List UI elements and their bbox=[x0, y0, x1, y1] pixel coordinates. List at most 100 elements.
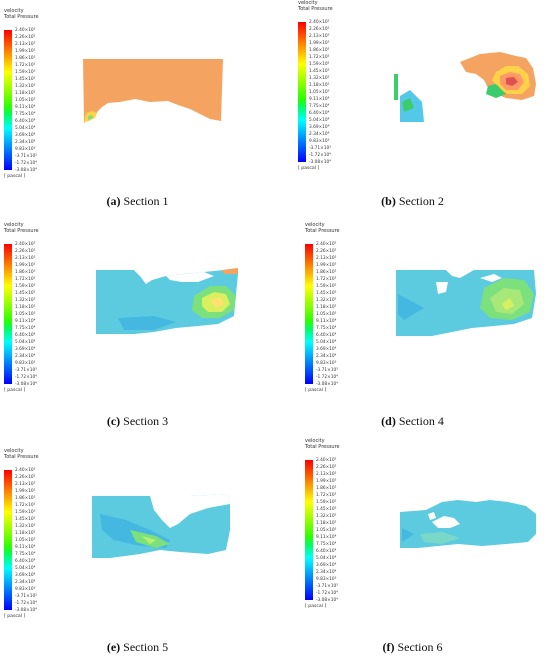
legend-color-segment bbox=[4, 163, 12, 170]
legend-tick-label: 2.40×10⁵ bbox=[15, 241, 36, 247]
legend-color-segment bbox=[4, 100, 12, 107]
legend-tick-label: 1.05×10⁵ bbox=[15, 97, 36, 103]
legend-tick-label: -3.71×10³ bbox=[15, 367, 37, 373]
legend-color-segment bbox=[4, 272, 12, 279]
caption-section-4: (d) Section 4 bbox=[275, 414, 550, 429]
legend-unit: [ pascal ] bbox=[4, 388, 26, 393]
pressure-contour-section-1 bbox=[83, 59, 223, 123]
legend-tick-label: 3.69×10⁴ bbox=[316, 562, 337, 568]
legend-tick-label: 3.69×10⁴ bbox=[15, 132, 36, 138]
legend-color-segment bbox=[305, 307, 313, 314]
legend-color-segment bbox=[298, 50, 306, 57]
legend-color-segment bbox=[298, 43, 306, 50]
legend-color-segment bbox=[4, 142, 12, 149]
legend-tick-label: 7.75×10⁴ bbox=[309, 103, 330, 109]
legend-color-segment bbox=[4, 519, 12, 526]
legend-tick-label: 1.72×10⁵ bbox=[316, 492, 337, 498]
legend-tick-label: 1.86×10⁵ bbox=[15, 55, 36, 61]
legend-tick-label: 1.59×10⁵ bbox=[316, 499, 337, 505]
caption-section-5: (e) Section 5 bbox=[0, 640, 275, 655]
legend-tick-label: 1.45×10⁵ bbox=[316, 290, 337, 296]
legend-color-segment bbox=[4, 540, 12, 547]
legend-tick-label: 2.34×10⁴ bbox=[316, 569, 337, 575]
legend-color-segment bbox=[305, 286, 313, 293]
legend-color-segment bbox=[305, 551, 313, 558]
legend-tick-label: 1.45×10⁵ bbox=[309, 68, 330, 74]
legend-color-segment bbox=[4, 477, 12, 484]
legend-color-segment bbox=[305, 565, 313, 572]
legend-color-segment bbox=[4, 251, 12, 258]
legend-color-segment bbox=[305, 537, 313, 544]
legend-tick-label: 1.32×10⁵ bbox=[309, 75, 330, 81]
legend-tick-label: 2.34×10⁴ bbox=[316, 353, 337, 359]
legend-variable-title: velocity bbox=[305, 438, 325, 444]
legend-variable-title: velocity bbox=[4, 8, 24, 14]
legend-tick-label: 2.13×10⁵ bbox=[316, 255, 337, 261]
legend-color-bar bbox=[298, 22, 306, 162]
legend-color-segment bbox=[4, 470, 12, 477]
legend-tick-label: 1.45×10⁵ bbox=[15, 290, 36, 296]
legend-color-segment bbox=[298, 29, 306, 36]
legend-color-segment bbox=[4, 307, 12, 314]
caption-section-3: (c) Section 3 bbox=[0, 414, 275, 429]
legend-quantity-title: Total Pressure bbox=[4, 454, 39, 460]
legend-tick-label: -3.08×10⁴ bbox=[15, 607, 37, 613]
legend-color-segment bbox=[298, 113, 306, 120]
legend-color-segment bbox=[4, 149, 12, 156]
legend-tick-label: -1.72×10⁴ bbox=[316, 590, 338, 596]
legend-color-segment bbox=[4, 603, 12, 610]
legend-color-segment bbox=[305, 530, 313, 537]
legend-color-segment bbox=[305, 593, 313, 600]
legend-tick-label: -3.71×10³ bbox=[15, 593, 37, 599]
legend-tick-label: -1.72×10⁴ bbox=[15, 160, 37, 166]
legend-tick-label: 2.13×10⁵ bbox=[309, 33, 330, 39]
legend-color-segment bbox=[4, 244, 12, 251]
legend-tick-label: -1.72×10⁴ bbox=[309, 152, 331, 158]
legend-tick-label: 1.05×10⁵ bbox=[15, 537, 36, 543]
legend-tick-label: -3.08×10⁴ bbox=[15, 167, 37, 173]
legend-tick-label: 1.99×10⁵ bbox=[15, 262, 36, 268]
legend-color-segment bbox=[4, 314, 12, 321]
legend-color-bar bbox=[4, 244, 12, 384]
legend-color-segment bbox=[4, 498, 12, 505]
legend-color-segment bbox=[4, 547, 12, 554]
legend-tick-label: 3.69×10⁴ bbox=[309, 124, 330, 130]
legend-color-segment bbox=[4, 512, 12, 519]
legend-tick-label: 1.18×10⁵ bbox=[15, 304, 36, 310]
legend-color-segment bbox=[305, 488, 313, 495]
legend-tick-label: 1.99×10⁵ bbox=[316, 262, 337, 268]
legend-tick-label: 1.32×10⁵ bbox=[15, 297, 36, 303]
legend-tick-label: 9.11×10⁴ bbox=[309, 96, 330, 102]
legend-tick-label: -1.72×10⁴ bbox=[15, 600, 37, 606]
legend-color-segment bbox=[305, 460, 313, 467]
legend-tick-label: -3.08×10⁴ bbox=[316, 597, 338, 603]
legend-tick-label: 1.18×10⁵ bbox=[316, 520, 337, 526]
legend-color-segment bbox=[305, 502, 313, 509]
legend-color-segment bbox=[305, 509, 313, 516]
legend-color-segment bbox=[305, 558, 313, 565]
legend-color-segment bbox=[298, 57, 306, 64]
legend-quantity-title: Total Pressure bbox=[4, 228, 39, 234]
caption-text: Section 2 bbox=[398, 194, 444, 208]
legend-tick-label: 9.83×10³ bbox=[316, 360, 337, 366]
legend-tick-label: 1.45×10⁵ bbox=[15, 76, 36, 82]
legend-color-segment bbox=[4, 65, 12, 72]
legend-tick-label: 7.75×10⁴ bbox=[15, 111, 36, 117]
legend-tick-label: 2.26×10⁵ bbox=[309, 26, 330, 32]
legend-tick-label: 1.18×10⁵ bbox=[309, 82, 330, 88]
legend-color-segment bbox=[305, 363, 313, 370]
legend-color-segment bbox=[305, 377, 313, 384]
legend-color-segment bbox=[305, 251, 313, 258]
legend-tick-label: 1.05×10⁵ bbox=[309, 89, 330, 95]
legend-unit: [ pascal ] bbox=[305, 604, 327, 609]
legend-unit: [ pascal ] bbox=[4, 174, 26, 179]
legend-tick-label: 1.99×10⁵ bbox=[316, 478, 337, 484]
legend-color-segment bbox=[305, 279, 313, 286]
legend-tick-label: -3.71×10³ bbox=[15, 153, 37, 159]
legend-tick-label: 1.72×10⁵ bbox=[15, 502, 36, 508]
legend-color-segment bbox=[4, 114, 12, 121]
legend-color-segment bbox=[305, 370, 313, 377]
legend-tick-label: 1.59×10⁵ bbox=[309, 61, 330, 67]
legend-color-segment bbox=[305, 544, 313, 551]
legend-color-segment bbox=[305, 349, 313, 356]
